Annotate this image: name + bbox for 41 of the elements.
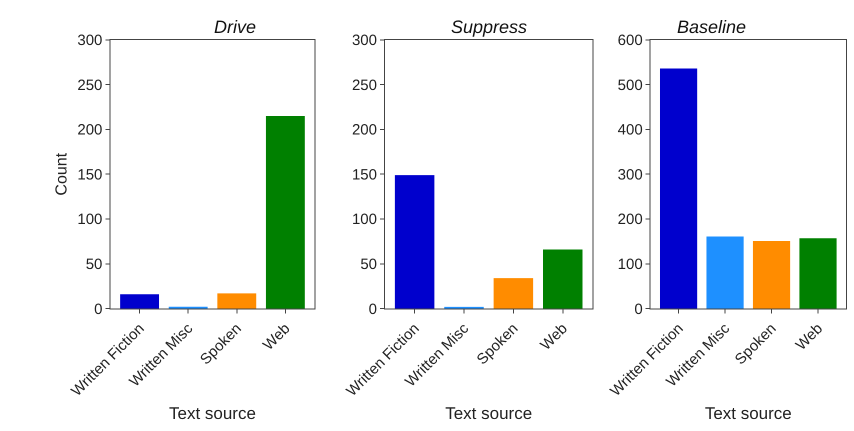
x-axis-title: Text source (169, 404, 256, 424)
y-tick-label: 500 (618, 76, 643, 94)
x-tick-label: Web (537, 320, 571, 354)
y-axis-title: Count (53, 152, 70, 196)
y-tick-label: 100 (618, 256, 643, 274)
y-tick-label: 400 (618, 122, 643, 139)
x-axis-title: Text source (704, 404, 792, 424)
bar (394, 175, 434, 309)
y-tick-label: 200 (77, 122, 102, 139)
y-tick-label: 100 (77, 211, 102, 228)
bar (660, 68, 698, 309)
x-tick-label: Web (260, 320, 294, 354)
y-tick-label: 100 (352, 211, 378, 228)
y-tick-label: 300 (77, 32, 102, 50)
bar (752, 240, 790, 309)
y-tick-label: 0 (368, 300, 378, 318)
y-tick-label: 150 (352, 166, 378, 184)
bar (266, 116, 305, 309)
bar (706, 236, 744, 309)
y-tick-label: 0 (634, 300, 643, 318)
y-tick-label: 600 (618, 32, 643, 50)
y-tick-label: 250 (352, 76, 378, 94)
bar (543, 249, 582, 309)
y-tick-label: 50 (86, 256, 102, 274)
y-tick-label: 200 (352, 122, 378, 139)
y-tick-label: 200 (618, 211, 643, 228)
y-tick-label: 150 (77, 166, 102, 184)
y-tick-label: 0 (94, 300, 102, 318)
chart-title: Baseline (677, 17, 746, 37)
x-tick-label: Web (792, 320, 826, 354)
y-tick-label: 250 (77, 76, 102, 94)
bar (799, 238, 837, 309)
x-axis-title: Text source (445, 404, 532, 424)
y-tick-label: 300 (352, 32, 378, 50)
bar (217, 293, 256, 309)
bar (494, 278, 534, 309)
chart-title: Drive (214, 17, 256, 37)
chart-title: Suppress (451, 17, 528, 37)
y-tick-label: 50 (360, 256, 378, 274)
y-tick-label: 300 (618, 166, 643, 184)
bar (120, 294, 160, 309)
